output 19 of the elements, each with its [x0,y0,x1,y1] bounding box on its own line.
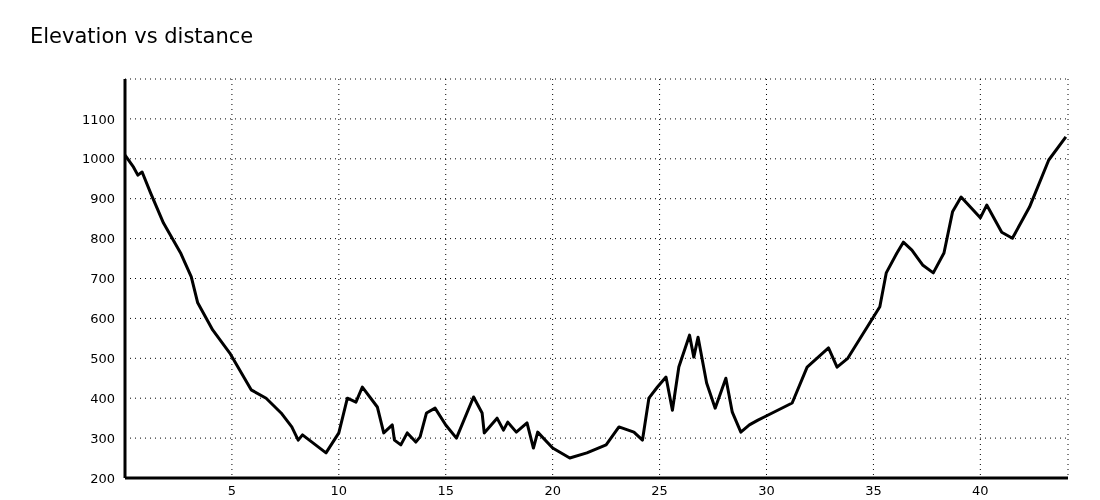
x-tick-label: 10 [330,483,348,499]
y-tick-label: 1000 [81,151,115,167]
chart-title: Elevation vs distance [30,24,254,48]
x-tick-label: 5 [227,483,237,499]
x-tick-label: 15 [437,483,455,499]
x-tick-label: 25 [651,483,668,499]
x-tick-label: 35 [865,483,882,499]
y-tick-label: 800 [90,231,115,247]
y-tick-label: 700 [90,271,115,287]
x-tick-label: 30 [758,483,775,499]
y-tick-label: 600 [90,311,115,327]
y-tick-label: 900 [90,191,115,207]
y-tick-label: 400 [90,390,115,406]
y-tick-label: 300 [90,430,115,446]
y-tick-label: 1100 [81,111,115,127]
y-tick-label: 200 [90,470,115,486]
y-tick-label: 500 [90,350,115,366]
x-tick-label: 40 [972,483,989,499]
x-tick-label: 20 [544,483,561,499]
